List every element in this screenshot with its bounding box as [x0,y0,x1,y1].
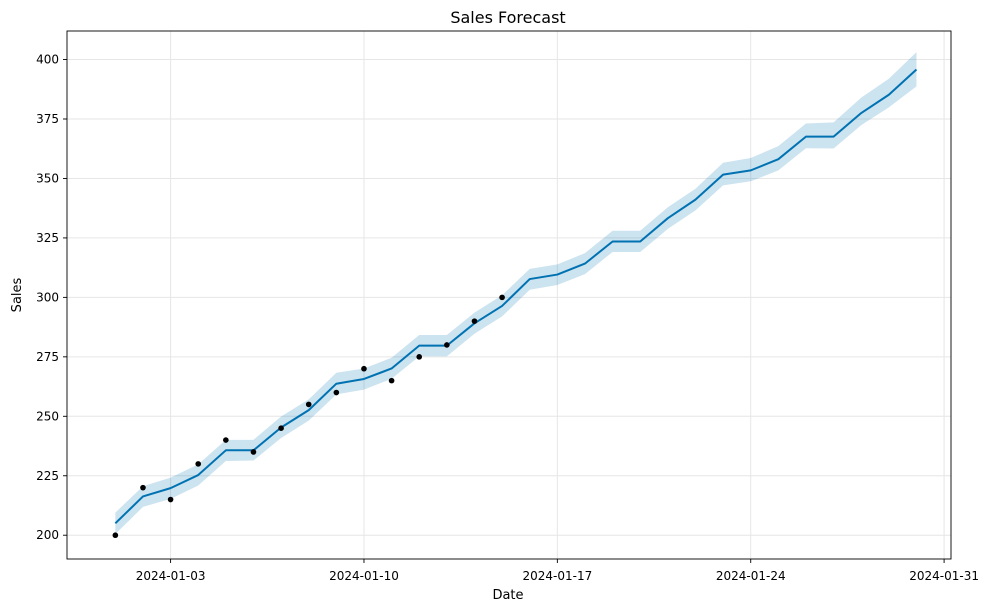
actual-data-point [333,389,340,396]
chart-title: Sales Forecast [450,8,565,27]
x-tick-label: 2024-01-10 [329,569,399,583]
y-tick-label: 375 [36,112,59,126]
forecast-line-layer [114,68,918,525]
actual-data-point [361,365,367,372]
y-tick-label: 325 [36,231,59,245]
forecast-line [114,68,918,525]
y-axis-title: Sales [10,277,25,312]
actual-data-point [223,437,229,443]
x-axis-title: Date [492,588,523,603]
y-tick-label: 250 [36,409,59,423]
actual-data-point [250,449,257,455]
y-tick-label: 200 [36,528,59,542]
grid-lines [67,31,951,559]
y-axis-ticks: 200 225 250 275 300 325 350 375 400 [36,53,67,542]
x-tick-label: 2024-01-24 [716,569,786,583]
x-tick-label: 2024-01-31 [909,569,979,583]
actual-data-point [444,342,450,348]
actual-data-point [388,377,395,384]
y-tick-label: 300 [36,290,59,304]
actual-data-point [305,401,312,408]
actual-data-point [112,532,119,539]
actual-data-point [278,425,284,431]
x-tick-label: 2024-01-17 [522,569,592,583]
actual-data-point [167,496,174,503]
actual-points-layer [112,294,505,539]
actual-data-point [416,354,423,360]
y-tick-label: 350 [36,171,59,185]
actual-data-point [140,484,146,491]
x-tick-label: 2024-01-03 [136,569,206,583]
y-tick-label: 400 [36,53,59,67]
x-axis-ticks: 2024-01-03 2024-01-10 2024-01-17 2024-01-24… [136,559,979,583]
y-tick-label: 225 [36,469,59,483]
plot-frame [66,30,952,560]
actual-data-point [471,318,478,324]
actual-data-point [499,294,505,301]
y-tick-label: 275 [36,350,59,364]
actual-data-point [195,461,202,467]
